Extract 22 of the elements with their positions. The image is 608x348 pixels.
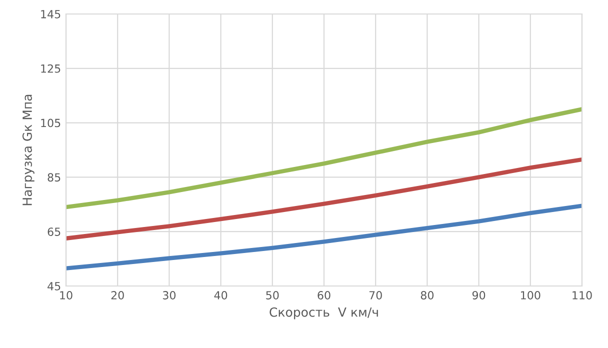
y-axis-title: Нагрузка Gк Мпа [22,94,34,206]
y-tick-label: 65 [48,228,60,236]
x-tick-label: 100 [521,291,540,300]
x-tick-label: 60 [318,291,330,300]
line-series [66,204,582,270]
x-tick-label: 30 [162,291,176,300]
y-tick-label: 145 [41,10,60,18]
x-tick-label: 80 [420,291,434,300]
y-tick-label: 105 [41,118,60,128]
x-tick-label: 50 [266,291,279,300]
x-tick-label: 40 [214,291,228,300]
x-tick-label: 10 [60,291,72,300]
x-tick-label: 20 [111,291,124,300]
x-tick-label: 90 [472,291,486,300]
y-tick-label: 45 [48,282,60,290]
x-axis-title: Скорость V км/ч [270,307,378,320]
x-tick-label: 110 [572,291,592,300]
line-series [66,107,582,210]
line-series [66,157,582,240]
y-tick-label: 125 [41,64,60,73]
y-tick-label: 85 [48,173,60,182]
x-tick-label: 70 [369,291,382,300]
